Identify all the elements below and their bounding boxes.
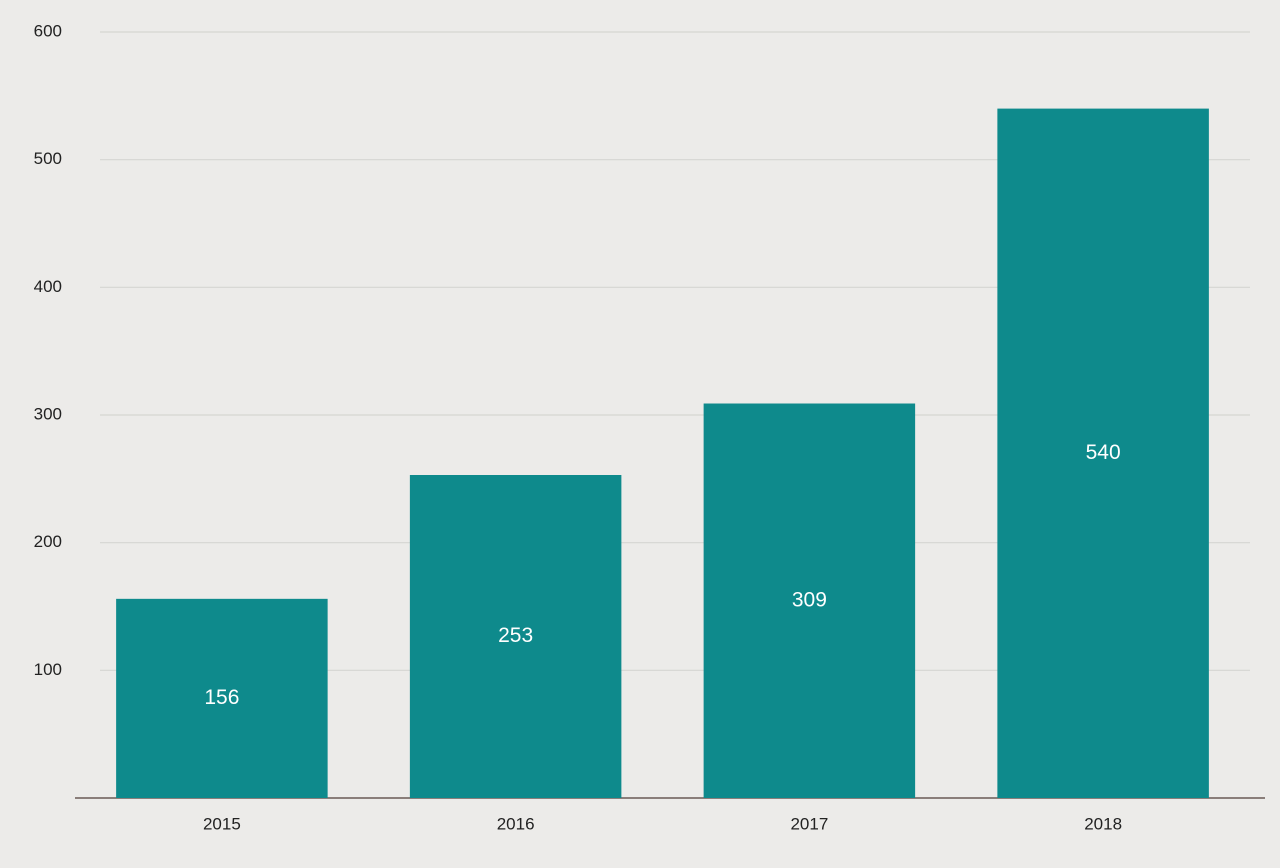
bar	[997, 108, 1209, 799]
x-tick-label: 2015	[203, 814, 241, 833]
y-tick-label: 300	[34, 404, 62, 423]
x-tick-label: 2018	[1084, 814, 1122, 833]
value-label: 156	[204, 686, 239, 709]
bar	[409, 475, 622, 798]
y-tick-label: 400	[34, 277, 62, 296]
y-tick-label: 100	[34, 660, 62, 679]
x-tick-label: 2016	[497, 814, 535, 833]
x-tick-label: 2017	[790, 814, 828, 833]
value-label: 253	[498, 624, 533, 647]
bar	[703, 403, 916, 798]
y-tick-label: 200	[34, 532, 62, 551]
y-tick-label: 500	[34, 149, 62, 168]
value-label: 309	[792, 588, 827, 611]
bar	[116, 598, 328, 798]
value-label: 540	[1086, 441, 1121, 464]
y-tick-label: 600	[34, 21, 62, 40]
